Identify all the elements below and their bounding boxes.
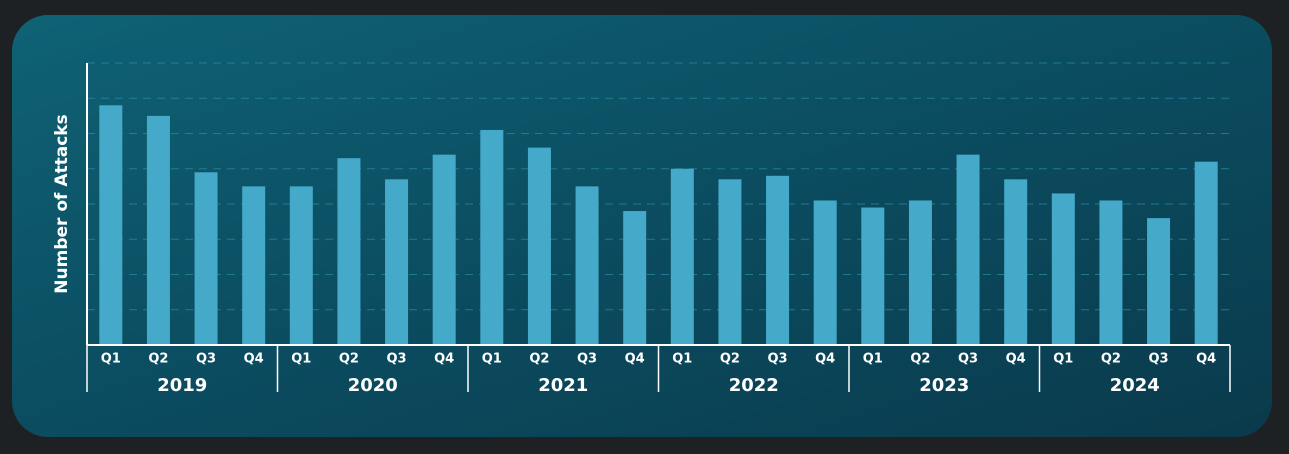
- bar: [766, 175, 790, 345]
- x-tick-label: Q1: [291, 352, 311, 367]
- x-tick-label: Q3: [958, 352, 978, 367]
- bar: [575, 186, 599, 345]
- x-tick-label: Q1: [101, 352, 121, 367]
- bar: [527, 147, 551, 345]
- x-tick-label: Q3: [768, 352, 788, 367]
- bar: [908, 200, 932, 345]
- bar: [1051, 193, 1075, 345]
- x-tick-label: Q3: [577, 352, 597, 367]
- group-label: 2021: [538, 375, 588, 396]
- bar: [242, 186, 266, 345]
- bar: [1147, 218, 1171, 345]
- group-label: 2023: [919, 375, 969, 396]
- x-tick-label: Q2: [339, 352, 359, 367]
- bar: [813, 200, 837, 345]
- bar: [861, 207, 885, 345]
- x-tick-label: Q2: [529, 352, 549, 367]
- x-tick-label: Q1: [482, 352, 502, 367]
- bar: [1194, 161, 1218, 345]
- bar: [623, 211, 647, 345]
- x-tick-label: Q2: [1101, 352, 1121, 367]
- bar: [432, 154, 456, 345]
- bar: [1004, 179, 1028, 345]
- x-tick-label: Q3: [196, 352, 216, 367]
- x-tick-label: Q1: [1053, 352, 1073, 367]
- bar: [956, 154, 980, 345]
- y-axis-title: Number of Attacks: [52, 114, 72, 293]
- x-tick-label: Q2: [720, 352, 740, 367]
- bar: [289, 186, 313, 345]
- bar: [1099, 200, 1123, 345]
- bar: [385, 179, 409, 345]
- x-tick-label: Q2: [148, 352, 168, 367]
- x-tick-label: Q1: [863, 352, 883, 367]
- x-tick-label: Q1: [672, 352, 692, 367]
- x-tick-label: Q4: [625, 352, 645, 367]
- group-label: 2020: [348, 375, 398, 396]
- x-tick-label: Q3: [1149, 352, 1169, 367]
- x-tick-label: Q2: [910, 352, 930, 367]
- x-tick-label: Q4: [1196, 352, 1216, 367]
- bar: [480, 129, 504, 345]
- group-label: 2019: [157, 375, 207, 396]
- x-tick-label: Q3: [387, 352, 407, 367]
- group-label: 2022: [729, 375, 779, 396]
- x-tick-label: Q4: [244, 352, 264, 367]
- bar: [194, 172, 218, 345]
- group-label: 2024: [1110, 375, 1160, 396]
- bar: [718, 179, 742, 345]
- bar: [337, 158, 361, 345]
- bar: [670, 168, 694, 345]
- bar: [99, 105, 123, 345]
- x-tick-label: Q4: [434, 352, 454, 367]
- bar: [146, 115, 170, 345]
- x-tick-label: Q4: [815, 352, 835, 367]
- x-tick-label: Q4: [1006, 352, 1026, 367]
